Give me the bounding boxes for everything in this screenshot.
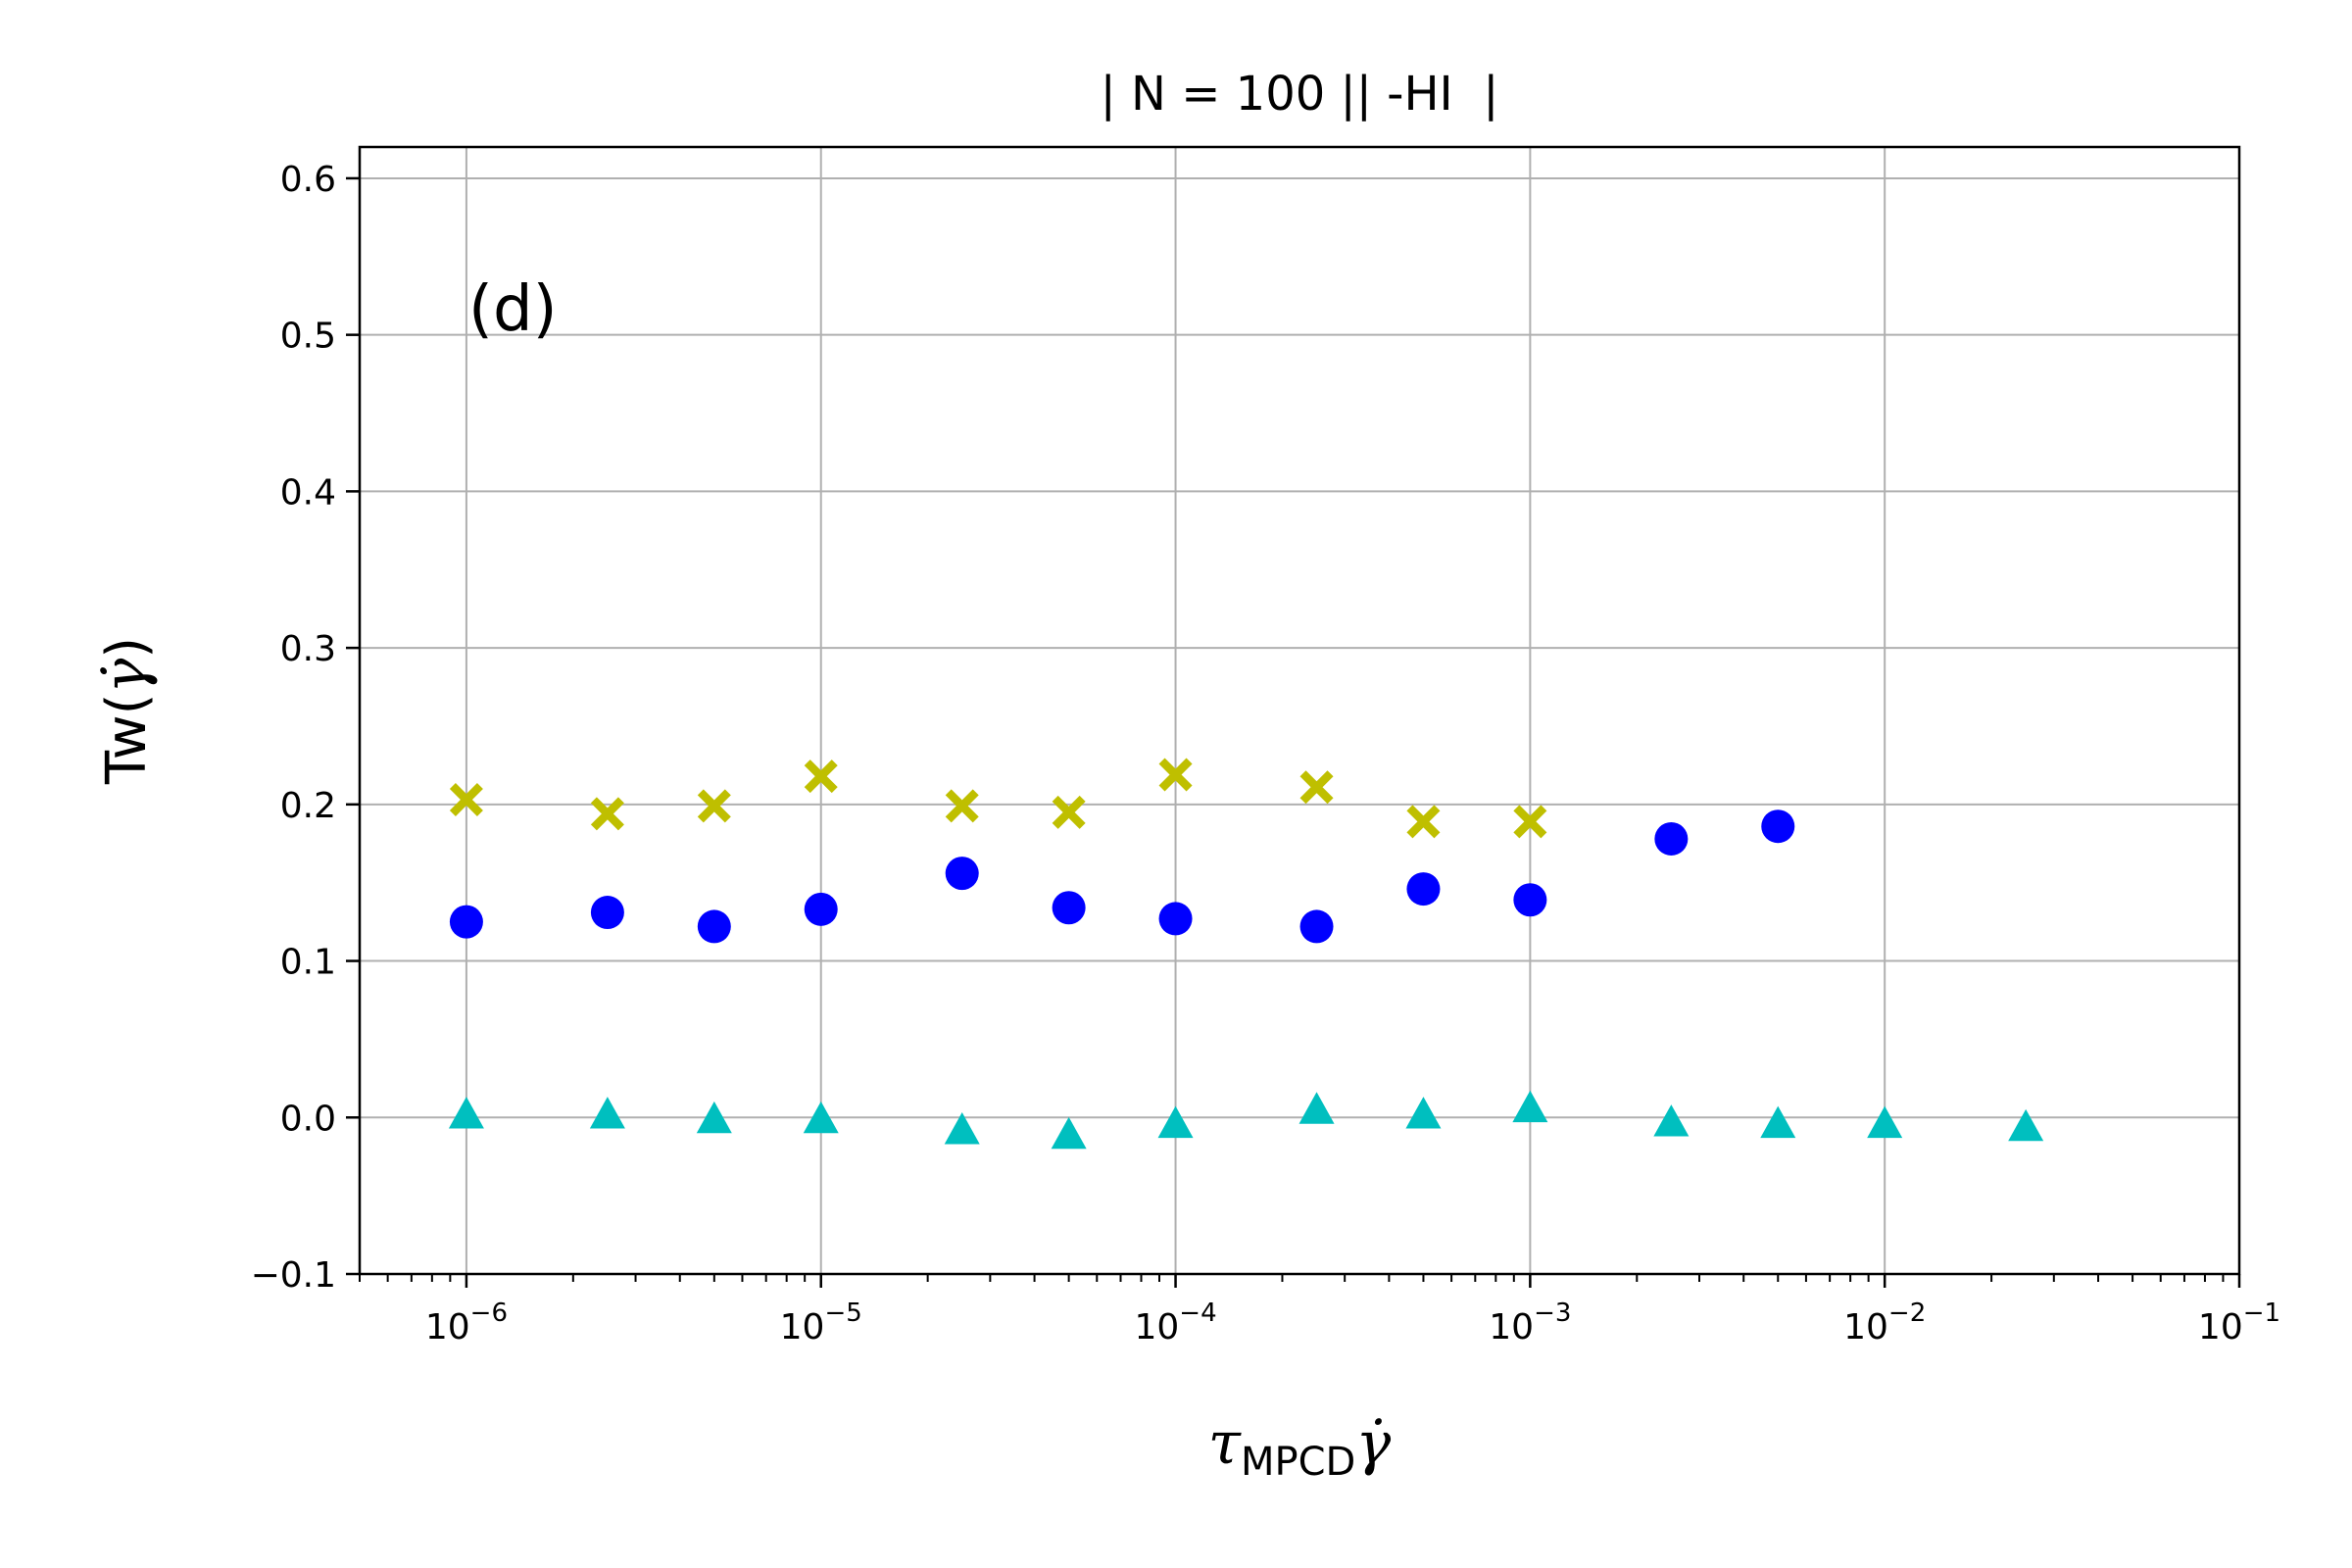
data-point-yellow-x [1158,758,1193,792]
data-point-blue-circle [1406,872,1441,906]
data-point-cyan-triangle [1512,1090,1548,1123]
data-point-blue-circle [590,896,624,930]
data-point-blue-circle [1513,883,1547,917]
x-tick-label: 10−2 [1843,1298,1926,1348]
x-tick-label: 10−5 [780,1298,862,1348]
data-point-yellow-x [590,797,624,831]
data-point-cyan-triangle [1405,1097,1442,1129]
data-point-yellow-x [1299,770,1334,805]
y-axis-label-prefix: Tw( [95,694,159,786]
data-point-yellow-x [1052,795,1086,829]
data-point-cyan-triangle [2008,1108,2044,1142]
data-point-blue-circle [449,905,483,939]
data-point-cyan-triangle [448,1097,484,1129]
y-tick-label: 0.6 [280,160,336,200]
y-tick-label: 0.3 [280,629,336,669]
data-point-yellow-x [945,789,979,823]
axis-ticks [346,176,2241,1288]
data-point-yellow-x [804,760,838,794]
data-point-cyan-triangle [589,1097,625,1129]
x-tick-label: 10−4 [1134,1298,1216,1348]
x-axis-label-symbol: τ [1208,1409,1242,1478]
x-tick-label-base: 10 [425,1307,470,1348]
data-point-cyan-triangle [803,1101,839,1134]
x-tick-label-exponent: −6 [470,1298,508,1328]
x-tick-label: 10−3 [1489,1298,1571,1348]
x-tick-label-base: 10 [2198,1307,2243,1348]
data-point-cyan-triangle [944,1112,980,1145]
data-point-blue-circle [1761,809,1795,844]
data-point-cyan-triangle [1867,1105,1903,1139]
data-point-cyan-triangle [1298,1092,1335,1124]
data-point-blue-circle [945,857,979,891]
x-tick-label-base: 10 [1843,1307,1888,1348]
data-point-cyan-triangle [1051,1116,1087,1150]
x-axis-label: τMPCDγ̇ [1208,1409,1392,1485]
data-point-cyan-triangle [1653,1104,1690,1137]
x-axis-label-gamma: γ̇ [1355,1409,1391,1478]
y-tick-label: 0.1 [280,943,336,983]
data-point-blue-circle [1299,909,1334,944]
y-tick-label: 0.0 [280,1099,336,1139]
data-point-yellow-x [1406,805,1441,839]
x-tick-label-exponent: −5 [824,1298,861,1328]
x-tick-label: 10−1 [2198,1298,2280,1348]
grid-lines [360,147,2239,1275]
data-point-blue-circle [1158,902,1193,936]
data-point-cyan-triangle [696,1101,732,1134]
y-axis-label-gamma: γ̇ [91,659,160,694]
chart-title: | N = 100 || -HI | [1101,67,1499,122]
data-markers [448,758,2044,1150]
x-tick-label-base: 10 [780,1307,825,1348]
data-point-blue-circle [697,909,731,944]
axis-tick-labels: −0.10.00.10.20.30.40.50.610−6 10−5 10−4 10−… [251,160,2280,1348]
data-point-yellow-x [449,783,483,817]
y-tick-label: 0.5 [280,317,336,357]
data-point-cyan-triangle [1157,1105,1194,1139]
x-tick-label: 10−6 [425,1298,508,1348]
data-point-yellow-x [1513,805,1547,839]
panel-label: (d) [468,273,558,346]
y-tick-label: 0.2 [280,786,336,826]
plot-frame [358,145,2241,1276]
y-tick-label: 0.4 [280,472,336,513]
x-axis-label-subscript: MPCD [1241,1440,1355,1485]
data-point-blue-circle [1654,821,1689,856]
data-point-blue-circle [804,892,838,926]
x-tick-label-exponent: −1 [2243,1298,2280,1328]
x-tick-label-base: 10 [1134,1307,1179,1348]
data-point-cyan-triangle [1760,1105,1796,1139]
data-point-yellow-x [697,789,731,823]
y-axis-label: Tw(γ̇) [91,637,160,785]
x-tick-label-exponent: −2 [1888,1298,1926,1328]
x-tick-label-base: 10 [1489,1307,1534,1348]
y-axis-label-close: ) [95,637,159,659]
x-tick-label-exponent: −3 [1534,1298,1571,1328]
x-tick-label-exponent: −4 [1179,1298,1216,1328]
y-tick-label: −0.1 [251,1255,336,1296]
data-point-blue-circle [1052,891,1086,925]
